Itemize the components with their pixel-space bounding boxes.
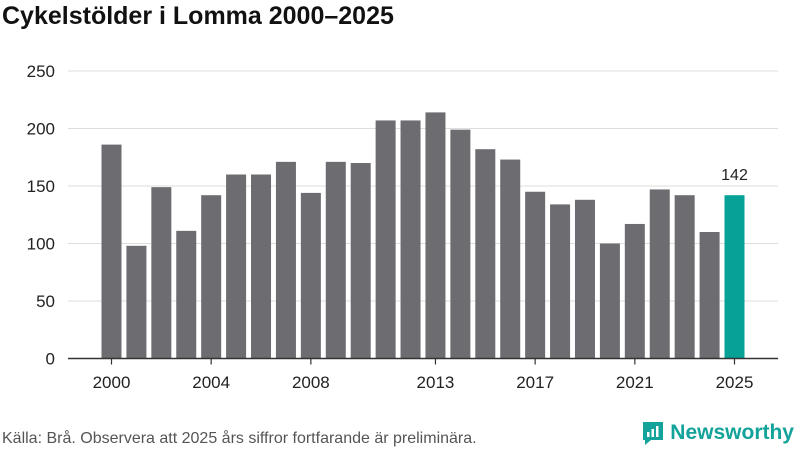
bar-2006 bbox=[251, 174, 272, 359]
bar-2012 bbox=[400, 120, 421, 359]
source-note: Källa: Brå. Observera att 2025 års siffr… bbox=[2, 430, 477, 447]
bar-2018 bbox=[550, 204, 571, 359]
y-tick-label: 150 bbox=[27, 177, 55, 196]
bar-2007 bbox=[275, 161, 296, 359]
bar-2003 bbox=[176, 230, 197, 359]
bar-2019 bbox=[574, 199, 595, 359]
bar-2000 bbox=[101, 144, 122, 359]
bar-2021 bbox=[624, 223, 645, 359]
y-tick-label: 0 bbox=[46, 350, 55, 369]
x-tick-label: 2008 bbox=[292, 373, 330, 392]
y-tick-label: 250 bbox=[27, 62, 55, 81]
bar-2020 bbox=[599, 243, 620, 359]
x-tick-label: 2025 bbox=[716, 373, 754, 392]
x-tick-label: 2004 bbox=[192, 373, 230, 392]
chart-title: Cykelstölder i Lomma 2000–2025 bbox=[2, 2, 394, 30]
bar-2001 bbox=[126, 245, 147, 359]
bar-2016 bbox=[500, 159, 521, 359]
x-tick-label: 2013 bbox=[417, 373, 455, 392]
x-tick-label: 2017 bbox=[516, 373, 554, 392]
bar-2011 bbox=[375, 120, 396, 359]
bar-2002 bbox=[151, 187, 172, 359]
brand-logo: Newsworthy bbox=[641, 420, 794, 446]
bar-2023 bbox=[674, 195, 695, 359]
x-tick-label: 2000 bbox=[93, 373, 131, 392]
bar-2010 bbox=[350, 163, 371, 359]
bar-2004 bbox=[201, 195, 222, 359]
bar-2013 bbox=[425, 112, 446, 359]
bar-2014 bbox=[450, 129, 471, 359]
bar-2015 bbox=[475, 149, 496, 359]
bar-2024 bbox=[699, 232, 720, 359]
y-tick-label: 100 bbox=[27, 235, 55, 254]
y-tick-label: 50 bbox=[36, 292, 55, 311]
bar-2008 bbox=[300, 192, 321, 359]
y-tick-label: 200 bbox=[27, 120, 55, 139]
bar-2005 bbox=[226, 174, 247, 359]
bar-2017 bbox=[525, 191, 546, 359]
bar-2025 bbox=[724, 195, 745, 359]
brand-name: Newsworthy bbox=[670, 421, 794, 444]
newsworthy-logo-icon bbox=[643, 422, 664, 445]
bar-2009 bbox=[325, 161, 346, 359]
data-label: 142 bbox=[721, 167, 748, 184]
x-tick-label: 2021 bbox=[616, 373, 654, 392]
bar-chart: 0 50 100 150 200 250 142 2000 2004 2008 2013 2017 20… bbox=[27, 62, 778, 392]
bar-2022 bbox=[649, 189, 670, 359]
